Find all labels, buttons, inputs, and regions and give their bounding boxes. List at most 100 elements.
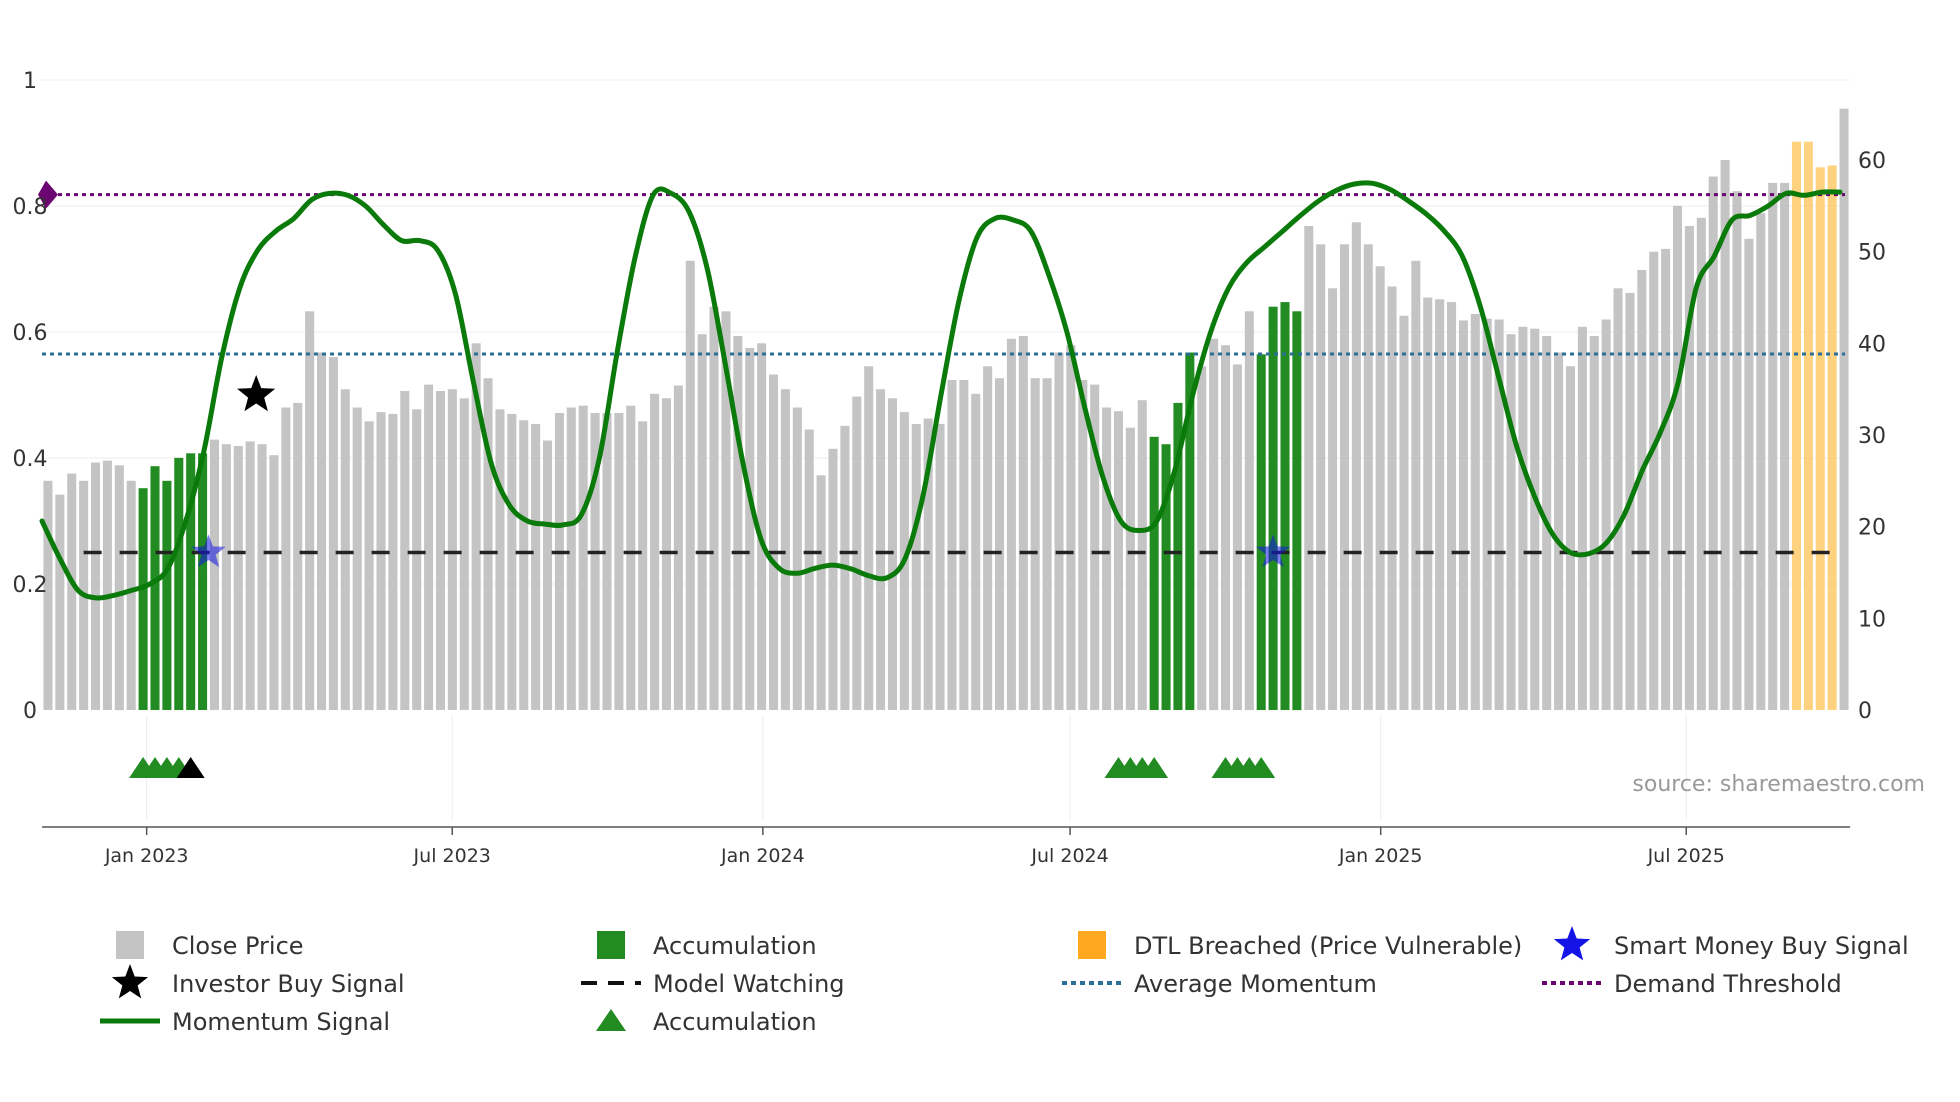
accumulation-bar [1173, 402, 1183, 710]
price-bar [1423, 297, 1433, 710]
accumulation-bar [186, 453, 196, 710]
dtl-bar [1815, 167, 1825, 711]
price-bar [1506, 334, 1516, 710]
price-bar [1613, 288, 1623, 710]
price-bar [1113, 411, 1123, 710]
left-tick-label: 0 [23, 699, 37, 724]
price-bar [1411, 260, 1421, 710]
price-bar [233, 446, 243, 710]
accumulation-bar [1268, 306, 1278, 710]
price-bar [947, 380, 957, 710]
accumulation-bar [1292, 311, 1302, 711]
price-bar [816, 475, 826, 710]
price-bar [1839, 108, 1849, 710]
price-bar [1375, 266, 1385, 710]
price-bar [709, 306, 719, 710]
price-bar [1078, 380, 1088, 710]
accumulation-bar [1256, 354, 1266, 710]
price-bar [328, 357, 338, 710]
price-bar [733, 336, 743, 710]
momentum-signal-line [39, 180, 1843, 601]
price-bar [757, 343, 767, 710]
right-tick-label: 0 [1858, 699, 1872, 724]
left-tick-label: 1 [23, 69, 37, 94]
price-bar [1328, 288, 1338, 710]
investor-buy-star-icon [237, 375, 276, 412]
price-bar [388, 413, 398, 710]
price-bar [1399, 315, 1409, 710]
price-bar [257, 444, 267, 710]
price-bar [1447, 302, 1457, 710]
legend-label: Momentum Signal [172, 1008, 390, 1036]
price-bar [1458, 320, 1468, 710]
demand-threshold-marker [38, 180, 58, 209]
legend-swatch [597, 931, 625, 959]
legend-label: DTL Breached (Price Vulnerable) [1134, 932, 1522, 960]
price-bar [876, 389, 886, 710]
price-bar [1339, 244, 1349, 711]
price-bar [245, 441, 255, 710]
price-bar [1756, 213, 1766, 710]
price-bars [43, 108, 1849, 711]
legend-item: Investor Buy Signal [111, 964, 405, 999]
price-bar [543, 440, 553, 710]
x-tick-label: Jul 2023 [413, 845, 491, 867]
price-bar [471, 343, 481, 710]
price-bar [1589, 336, 1599, 710]
price-bar [1006, 338, 1016, 711]
dtl-bar [1803, 141, 1813, 710]
price-bar [911, 424, 921, 710]
price-bar [995, 378, 1005, 710]
accumulation-bar [1149, 436, 1159, 710]
accumulation-bar [1280, 302, 1290, 710]
price-bar [317, 352, 327, 710]
price-bar [1637, 270, 1647, 710]
price-bar [1601, 319, 1611, 710]
price-bar [1197, 366, 1207, 711]
price-bar [1482, 318, 1492, 710]
price-bar [447, 389, 457, 710]
legend-item: Accumulation [597, 931, 817, 960]
price-bar [638, 421, 648, 711]
investor-triangle-icon [176, 757, 205, 778]
price-bar [1054, 352, 1064, 710]
price-bar [483, 378, 493, 710]
price-bar [43, 480, 53, 710]
price-bar [1518, 326, 1528, 710]
price-bar [1684, 226, 1694, 710]
price-bar [221, 444, 231, 710]
price-bar [792, 407, 802, 710]
event-strip [129, 757, 1276, 778]
price-bar [1232, 364, 1242, 710]
price-bar [923, 418, 933, 710]
price-bar [1351, 222, 1361, 711]
price-bar [1042, 378, 1052, 710]
price-bar [983, 366, 993, 711]
price-bar [364, 421, 374, 711]
price-bar [745, 347, 755, 710]
accumulation-bar [1161, 444, 1171, 710]
price-bar [55, 494, 65, 710]
legend-label: Average Momentum [1134, 970, 1377, 998]
price-bar [971, 393, 981, 711]
left-tick-label: 0.8 [13, 195, 48, 220]
right-tick-label: 30 [1858, 424, 1886, 449]
price-bar [697, 334, 707, 710]
legend-label: Accumulation [653, 932, 817, 960]
price-bar [721, 311, 731, 711]
investor-star-icon [111, 964, 149, 999]
price-bar [1030, 378, 1040, 710]
smart-money-star-icon [191, 534, 226, 568]
price-bar [1102, 407, 1112, 710]
price-bar [1316, 244, 1326, 711]
right-tick-label: 60 [1858, 149, 1886, 174]
price-bar [602, 413, 612, 710]
price-bar [1363, 244, 1373, 711]
x-axis: Jan 2023 Jul 2023 Jan 2024 Jul 2024 Jan 2025… [42, 826, 1850, 867]
price-bar [1018, 336, 1028, 710]
price-bar [459, 398, 469, 710]
price-bar [102, 460, 112, 710]
price-bar [1470, 314, 1480, 710]
price-bar [685, 260, 695, 710]
price-bar [1209, 338, 1219, 711]
